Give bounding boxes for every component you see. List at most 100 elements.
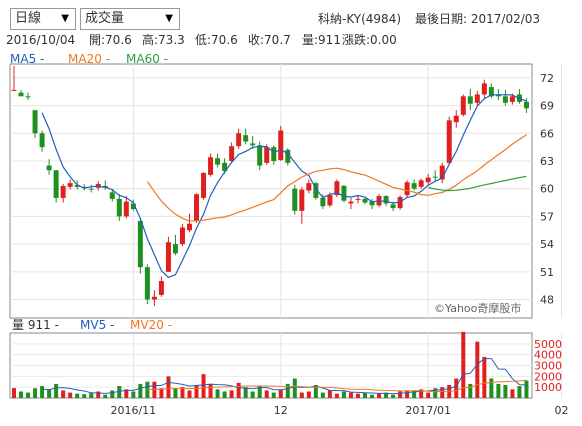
- period-select[interactable]: 日線 ▼: [10, 8, 76, 30]
- volume-bar: [201, 374, 206, 398]
- price-y-axis: 72 69 66 63 60 57 54 51 48: [540, 72, 554, 307]
- volume-bar: [461, 331, 466, 398]
- volume-bar: [229, 390, 234, 398]
- volume-bar: [384, 392, 389, 398]
- volume-bar: [124, 389, 129, 398]
- volume-bar: [271, 392, 276, 398]
- volume-bar: [306, 391, 311, 398]
- watermark: ©Yahoo奇摩股市: [434, 301, 521, 315]
- volume-bar: [348, 392, 353, 398]
- volume-bar: [40, 386, 45, 398]
- volume-bar: [194, 385, 199, 398]
- volume-bar: [138, 383, 143, 398]
- moving-average-lines: [41, 94, 527, 279]
- candle-body: [488, 87, 494, 97]
- candle-body: [418, 180, 424, 187]
- legend-mv5: MV5 -: [80, 318, 114, 332]
- legend-volume: 量 911 -: [12, 318, 59, 332]
- candle-body: [222, 162, 228, 172]
- volume-bar: [489, 378, 494, 398]
- candle-body: [109, 192, 115, 199]
- volume-bar: [433, 388, 438, 398]
- volume-bar: [117, 386, 122, 398]
- volume-bar: [496, 383, 501, 398]
- candle-body: [201, 172, 207, 198]
- volume-tick-label: 4000: [534, 349, 562, 362]
- price-tick-label: 48: [540, 294, 554, 307]
- indicator-select[interactable]: 成交量 ▼: [80, 8, 180, 30]
- candle-body: [187, 223, 192, 231]
- candle-body: [327, 195, 333, 206]
- volume-bar: [215, 389, 220, 398]
- legend-ma5-label: MA5: [10, 52, 37, 66]
- candle-body: [460, 96, 466, 115]
- candle-body: [74, 184, 80, 187]
- candle-body: [123, 201, 129, 217]
- candle-body: [285, 149, 291, 163]
- volume-bar: [159, 388, 164, 398]
- candle-body: [11, 89, 17, 91]
- candle-body: [467, 96, 473, 104]
- candle-body: [137, 221, 143, 268]
- volume-tick-label: 5000: [534, 338, 562, 351]
- candle-body: [502, 96, 508, 103]
- volume-bar: [278, 389, 283, 398]
- candle-body: [334, 181, 340, 196]
- legend-volume-sep: -: [54, 318, 59, 332]
- volume-bar: [524, 380, 529, 398]
- volume-tick-label: 3000: [534, 360, 562, 373]
- ohlc-volume: 量:911: [302, 33, 341, 47]
- candle-body: [474, 94, 480, 103]
- volume-bar: [89, 393, 94, 398]
- legend-ma5: MA5 -: [10, 52, 44, 66]
- candle-body: [116, 198, 122, 217]
- x-tick-label: 2016/11: [110, 404, 156, 417]
- legend-ma20: MA20 -: [68, 52, 110, 66]
- candle-body: [165, 242, 171, 272]
- candle-body: [271, 147, 277, 161]
- volume-bar: [96, 391, 101, 398]
- volume-bar: [363, 392, 367, 398]
- candle-body: [158, 281, 164, 295]
- volume-bars: [12, 331, 529, 398]
- volume-bar: [426, 392, 431, 398]
- volume-bar: [510, 389, 515, 398]
- volume-bar: [47, 389, 52, 398]
- volume-bar: [180, 387, 185, 398]
- volume-bar: [152, 381, 157, 398]
- candles: [11, 65, 529, 306]
- candle-body: [383, 196, 389, 204]
- legend-volume-label: 量 911: [12, 318, 51, 332]
- volume-bar: [468, 383, 473, 398]
- x-tick-label: 12: [274, 404, 288, 417]
- volume-bar: [299, 392, 304, 398]
- candle-body: [53, 170, 59, 198]
- legend-mv20-label: MV20: [130, 318, 164, 332]
- volume-bar: [82, 394, 87, 398]
- candle-body: [32, 110, 38, 134]
- ma60-line: [428, 175, 527, 192]
- volume-bar: [440, 387, 445, 398]
- volume-bar: [26, 392, 31, 398]
- volume-bar: [419, 389, 424, 398]
- candle-body: [481, 83, 487, 95]
- volume-bar: [110, 390, 115, 398]
- volume-bar: [398, 391, 403, 398]
- volume-bar: [264, 390, 269, 398]
- price-tick-label: 66: [540, 127, 554, 140]
- volume-bar: [334, 393, 339, 398]
- volume-bar: [250, 391, 255, 398]
- volume-bar: [377, 393, 382, 398]
- legend-mv20: MV20 -: [130, 318, 172, 332]
- candle-body: [453, 115, 459, 123]
- volume-bar: [19, 391, 24, 398]
- candle-body: [243, 135, 249, 142]
- volume-tick-label: 1000: [534, 381, 562, 394]
- candle-body: [278, 130, 284, 161]
- ohlc-high: 高:73.3: [142, 33, 185, 47]
- candle-body: [362, 198, 368, 203]
- ohlc-close: 收:70.7: [248, 33, 291, 47]
- price-tick-label: 54: [540, 238, 554, 251]
